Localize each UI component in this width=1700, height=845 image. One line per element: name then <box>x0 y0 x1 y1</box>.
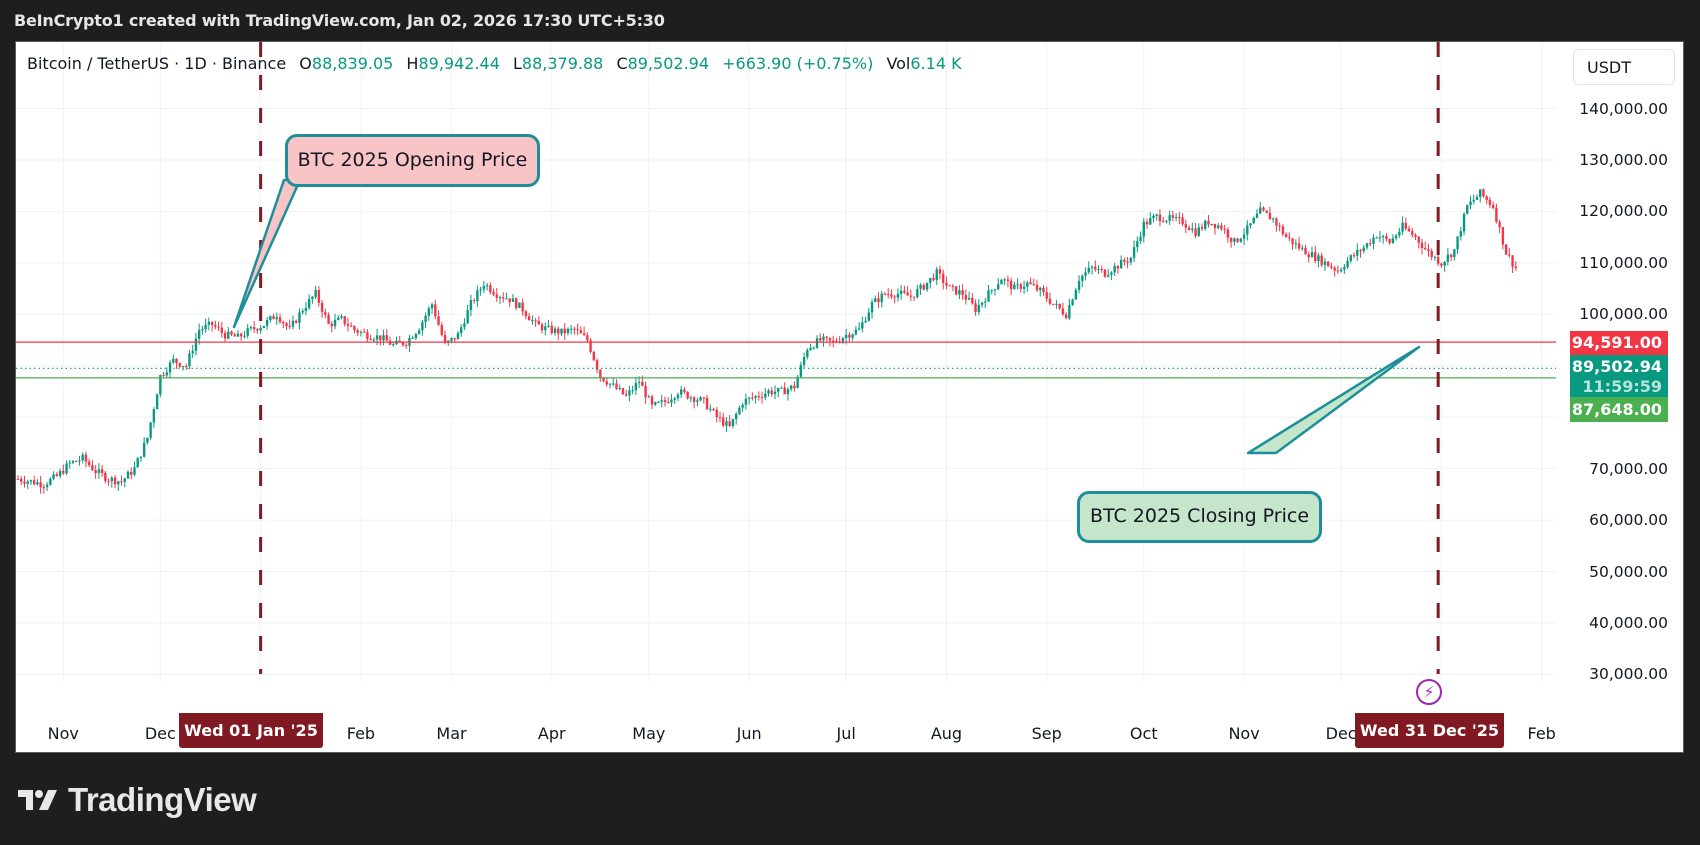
tradingview-logo-icon <box>18 790 57 810</box>
currency-button[interactable]: USDT <box>1573 49 1675 85</box>
price-chart-canvas[interactable] <box>16 42 1684 753</box>
time-axis-label: Jul <box>836 724 856 743</box>
time-axis-label: Dec <box>1325 724 1357 743</box>
low-value: 88,379.88 <box>521 54 604 73</box>
time-axis-label: Nov <box>1228 724 1260 743</box>
time-axis-label: Feb <box>346 724 376 743</box>
time-axis-label: May <box>632 724 666 743</box>
time-axis-label: Aug <box>930 724 963 743</box>
chart-panel[interactable]: Bitcoin / TetherUS · 1D · Binance O88,83… <box>15 41 1684 753</box>
high-value: 89,942.44 <box>418 54 500 73</box>
tradingview-logo[interactable]: TradingView <box>18 781 257 818</box>
last-price-tag: 89,502.94 11:59:59 <box>1570 355 1668 397</box>
closing-price-tag: 87,648.00 <box>1570 397 1668 422</box>
change-value: +663.90 (+0.75%) <box>722 54 874 73</box>
close-value: 89,502.94 <box>627 54 710 73</box>
attribution-text: BeInCrypto1 created with TradingView.com… <box>14 11 665 30</box>
start-date-marker-label: Wed 01 Jan '25 <box>179 713 323 748</box>
volume-value: 6.14 K <box>910 54 962 73</box>
time-axis-label: Mar <box>436 724 467 743</box>
end-date-marker-label: Wed 31 Dec '25 <box>1355 713 1504 748</box>
open-label: O <box>299 54 312 73</box>
open-value: 88,839.05 <box>311 54 394 73</box>
price-axis-label: 110,000.00 <box>1579 253 1668 272</box>
close-label: C <box>616 54 628 73</box>
closing-price-callout[interactable]: BTC 2025 Closing Price <box>1077 491 1322 543</box>
price-axis-label: 100,000.00 <box>1579 305 1668 324</box>
symbol-title[interactable]: Bitcoin / TetherUS · 1D · Binance <box>27 54 287 73</box>
bar-countdown: 11:59:59 <box>1582 377 1662 396</box>
last-price-value: 89,502.94 <box>1571 357 1662 376</box>
opening-price-tag: 94,591.00 <box>1570 331 1668 355</box>
price-axis-label: 40,000.00 <box>1589 614 1668 632</box>
price-axis-label: 120,000.00 <box>1579 202 1668 221</box>
price-axis-label: 50,000.00 <box>1589 562 1668 581</box>
price-axis-label: 130,000.00 <box>1579 150 1668 169</box>
time-axis-label: Oct <box>1129 724 1158 743</box>
tradingview-wordmark: TradingView <box>68 781 257 818</box>
price-axis-label: 140,000.00 <box>1579 99 1668 118</box>
time-axis-label: Feb <box>1527 724 1556 743</box>
time-axis-label: Dec <box>144 724 176 743</box>
volume-label: Vol <box>886 54 911 73</box>
time-axis-label: Jun <box>736 724 762 743</box>
attribution-bar: BeInCrypto1 created with TradingView.com… <box>0 0 1700 41</box>
price-axis-label: 30,000.00 <box>1589 665 1668 684</box>
time-axis-label: Nov <box>47 724 79 743</box>
opening-price-callout[interactable]: BTC 2025 Opening Price <box>285 134 540 187</box>
symbol-legend: Bitcoin / TetherUS · 1D · Binance O88,83… <box>27 54 962 73</box>
high-label: H <box>406 54 419 73</box>
time-axis-label: Apr <box>537 724 566 743</box>
time-axis-label: Sep <box>1031 724 1062 743</box>
low-label: L <box>512 54 522 73</box>
lightning-icon[interactable]: ⚡︎ <box>1416 679 1442 705</box>
price-axis-label: 70,000.00 <box>1589 459 1668 478</box>
price-axis-label: 60,000.00 <box>1589 511 1668 530</box>
